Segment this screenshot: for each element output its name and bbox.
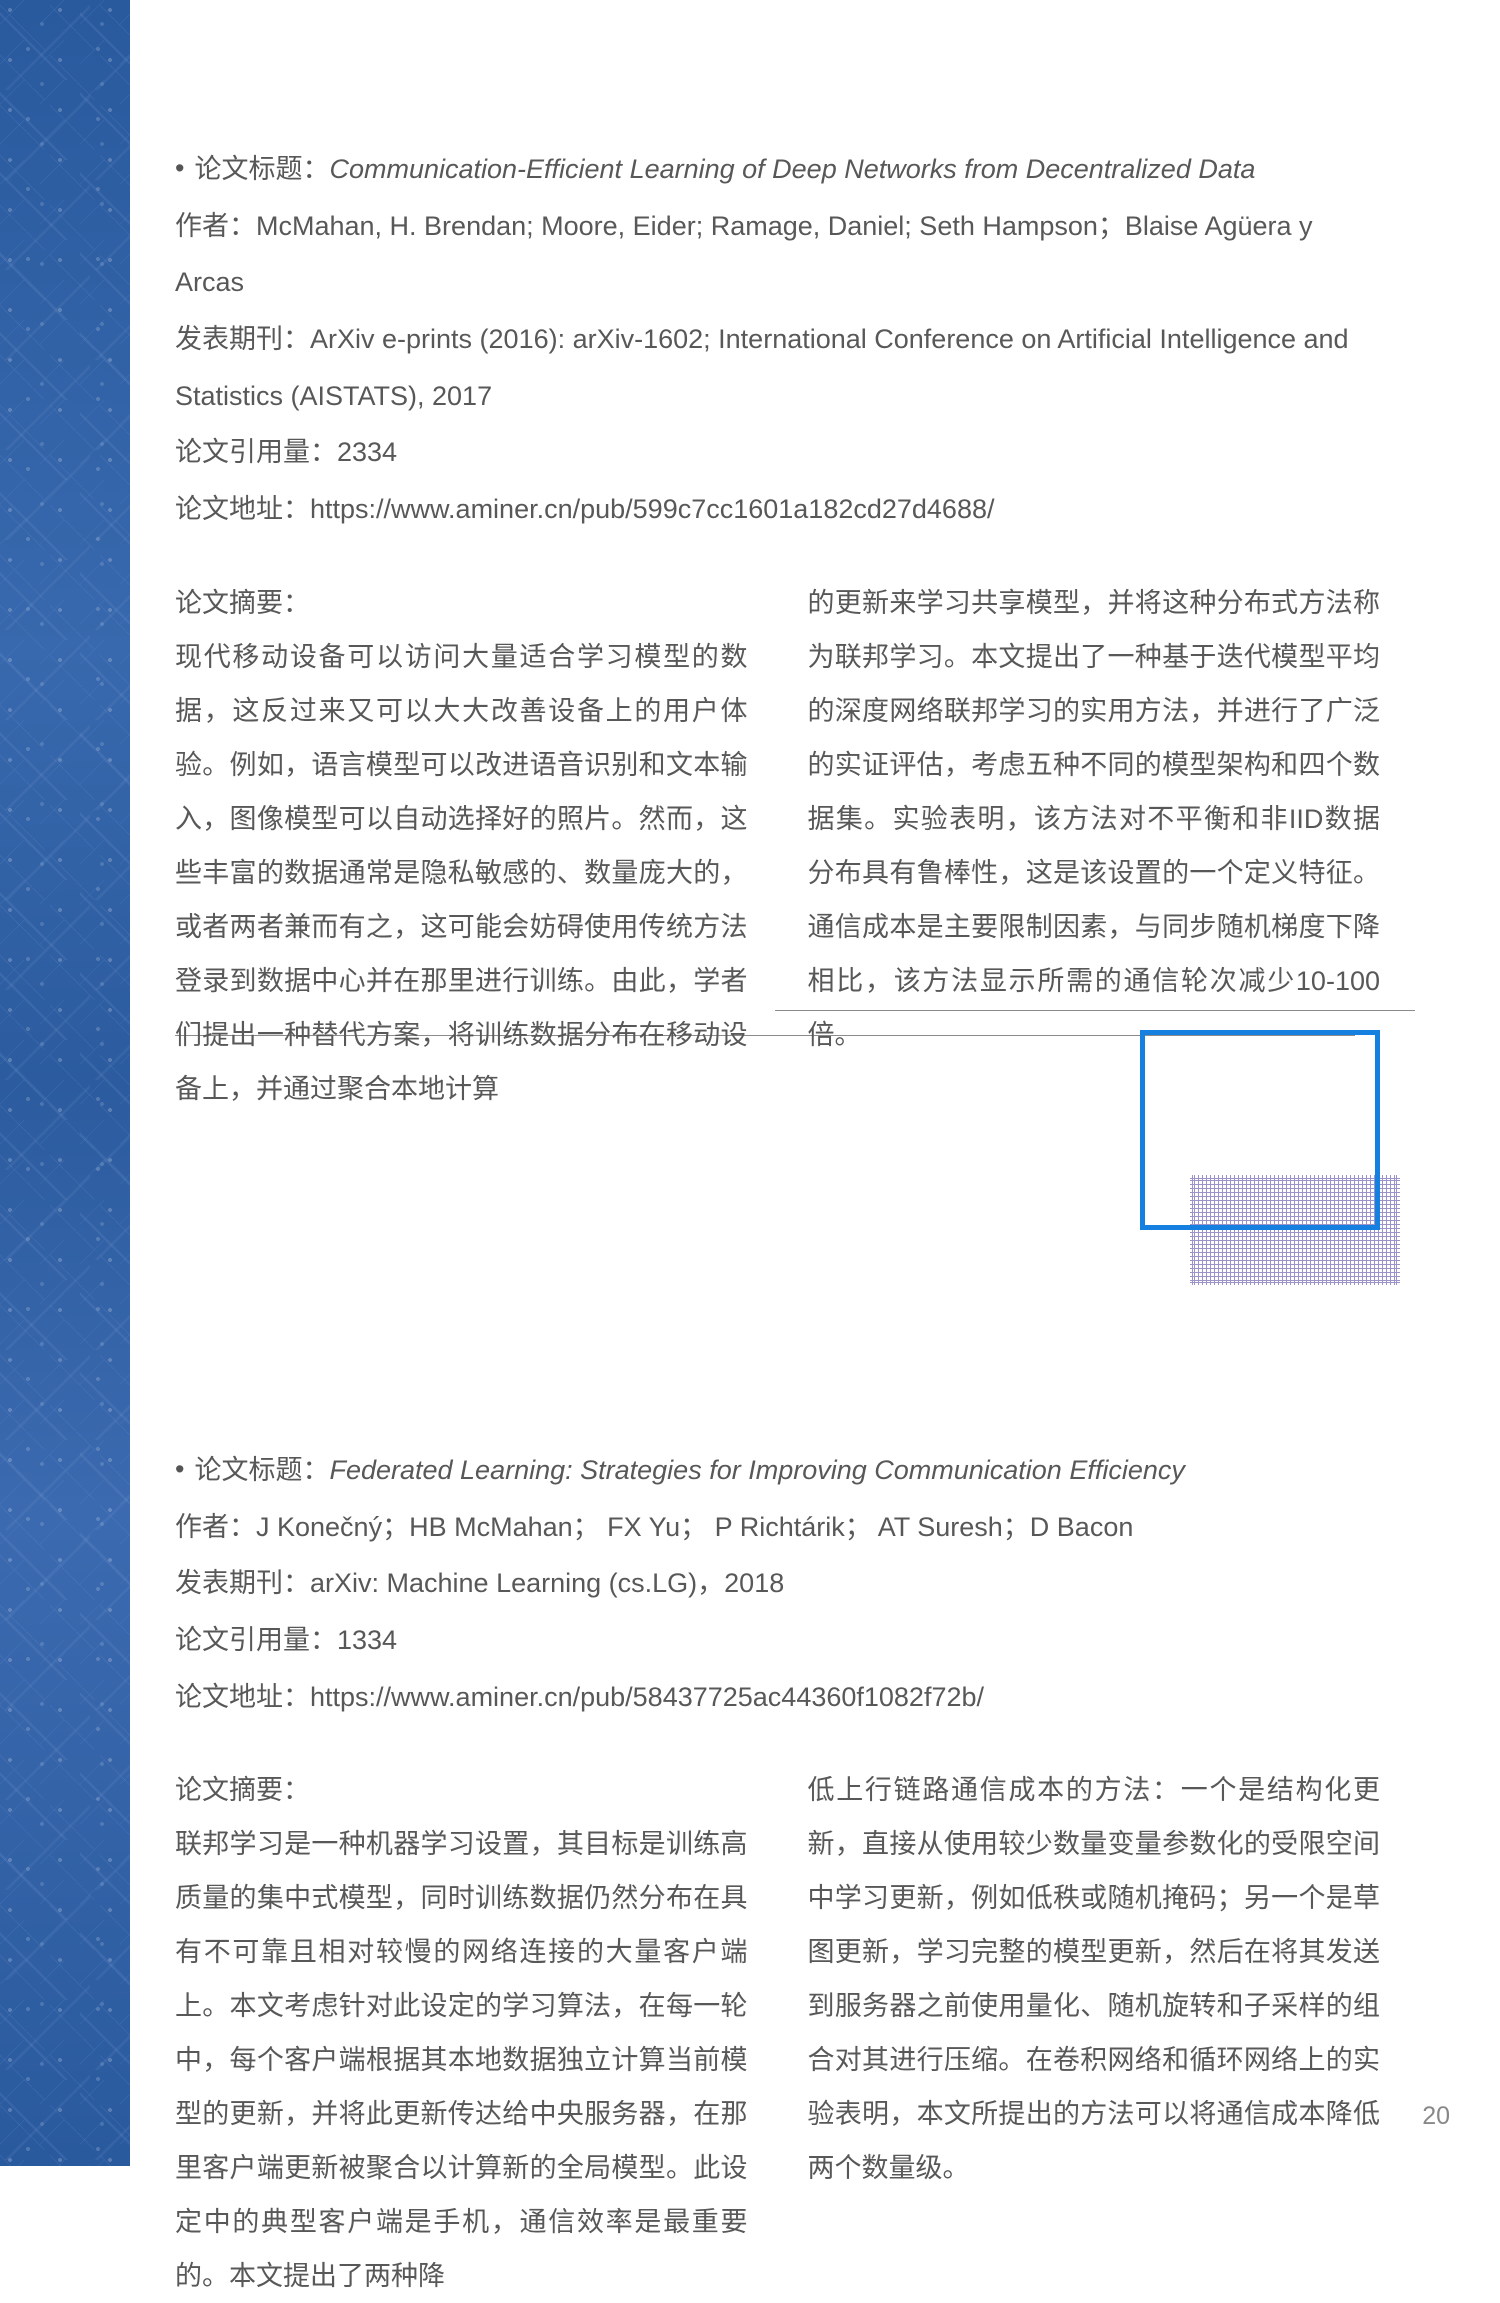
- bullet-icon: •: [175, 1441, 184, 1498]
- authors-label: 作者：: [175, 1512, 256, 1542]
- paper1-venue-line: 发表期刊：ArXiv e-prints (2016): arXiv-1602; …: [175, 311, 1380, 424]
- paper1-title: Communication-Efficient Learning of Deep…: [329, 154, 1255, 184]
- abstract-label: 论文摘要：: [175, 1775, 310, 1805]
- paper2-abstract-left: 联邦学习是一种机器学习设置，其目标是训练高质量的集中式模型，同时训练数据仍然分布…: [175, 1829, 748, 2291]
- title-label: 论文标题：: [194, 154, 329, 184]
- paper1-citations-line: 论文引用量：2334: [175, 424, 1380, 481]
- paper2-abstract-right-col: 低上行链路通信成本的方法：一个是结构化更新，直接从使用较少数量变量参数化的受限空…: [808, 1763, 1381, 2303]
- paper2-abstract-right: 低上行链路通信成本的方法：一个是结构化更新，直接从使用较少数量变量参数化的受限空…: [808, 1775, 1381, 2183]
- title-label: 论文标题：: [194, 1455, 329, 1485]
- paper2-abstract-left-col: 论文摘要： 联邦学习是一种机器学习设置，其目标是训练高质量的集中式模型，同时训练…: [175, 1763, 748, 2303]
- paper1-authors: McMahan, H. Brendan; Moore, Eider; Ramag…: [175, 211, 1313, 298]
- paper1-venue: ArXiv e-prints (2016): arXiv-1602; Inter…: [175, 324, 1349, 411]
- paper1-abstract-right: 的更新来学习共享模型，并将这种分布式方法称为联邦学习。本文提出了一种基于迭代模型…: [808, 588, 1381, 1050]
- paper1-abstract-left-col: 论文摘要： 现代移动设备可以访问大量适合学习模型的数据，这反过来又可以大大改善设…: [175, 576, 748, 1116]
- paper1-url-line: 论文地址：https://www.aminer.cn/pub/599c7cc16…: [175, 481, 1380, 538]
- paper2-title: Federated Learning: Strategies for Impro…: [329, 1455, 1184, 1485]
- paper-entry-1: • 论文标题：Communication-Efficient Learning o…: [175, 140, 1380, 1116]
- paper2-venue: arXiv: Machine Learning (cs.LG)，2018: [310, 1568, 784, 1598]
- paper1-authors-line: 作者：McMahan, H. Brendan; Moore, Eider; Ra…: [175, 198, 1380, 311]
- paper2-venue-line: 发表期刊：arXiv: Machine Learning (cs.LG)，201…: [175, 1555, 1380, 1612]
- paper1-title-line: • 论文标题：Communication-Efficient Learning o…: [175, 140, 1380, 198]
- paper-entry-2: • 论文标题：Federated Learning: Strategies for…: [175, 1441, 1380, 2303]
- venue-label: 发表期刊：: [175, 1568, 310, 1598]
- paper2-title-line: • 论文标题：Federated Learning: Strategies for…: [175, 1441, 1380, 1499]
- decorative-squares: [1050, 1030, 1380, 1295]
- paper2-authors: J Konečný；HB McMahan； FX Yu； P Richtárik…: [256, 1512, 1133, 1542]
- paper2-abstract: 论文摘要： 联邦学习是一种机器学习设置，其目标是训练高质量的集中式模型，同时训练…: [175, 1763, 1380, 2303]
- paper1-abstract-left: 现代移动设备可以访问大量适合学习模型的数据，这反过来又可以大大改善设备上的用户体…: [175, 642, 748, 1104]
- paper1-url[interactable]: https://www.aminer.cn/pub/599c7cc1601a18…: [310, 494, 994, 524]
- paper2-url[interactable]: https://www.aminer.cn/pub/58437725ac4436…: [310, 1682, 984, 1712]
- page-content: •论文标题：Communication-Efficient Learning o…: [0, 0, 1500, 2303]
- venue-label: 发表期刊：: [175, 324, 310, 354]
- paper2-authors-line: 作者：J Konečný；HB McMahan； FX Yu； P Richtá…: [175, 1499, 1380, 1556]
- paper1-citations: 2334: [337, 437, 397, 467]
- bullet-icon: •: [175, 140, 184, 197]
- url-label: 论文地址：: [175, 1682, 310, 1712]
- citations-label: 论文引用量：: [175, 437, 337, 467]
- paper2-citations: 1334: [337, 1625, 397, 1655]
- authors-label: 作者：: [175, 211, 256, 241]
- citations-label: 论文引用量：: [175, 1625, 337, 1655]
- abstract-label: 论文摘要：: [175, 588, 310, 618]
- blue-square-outline-icon: [1140, 1030, 1380, 1230]
- url-label: 论文地址：: [175, 494, 310, 524]
- paper2-citations-line: 论文引用量：1334: [175, 1612, 1380, 1669]
- paper2-url-line: 论文地址：https://www.aminer.cn/pub/58437725a…: [175, 1669, 1380, 1726]
